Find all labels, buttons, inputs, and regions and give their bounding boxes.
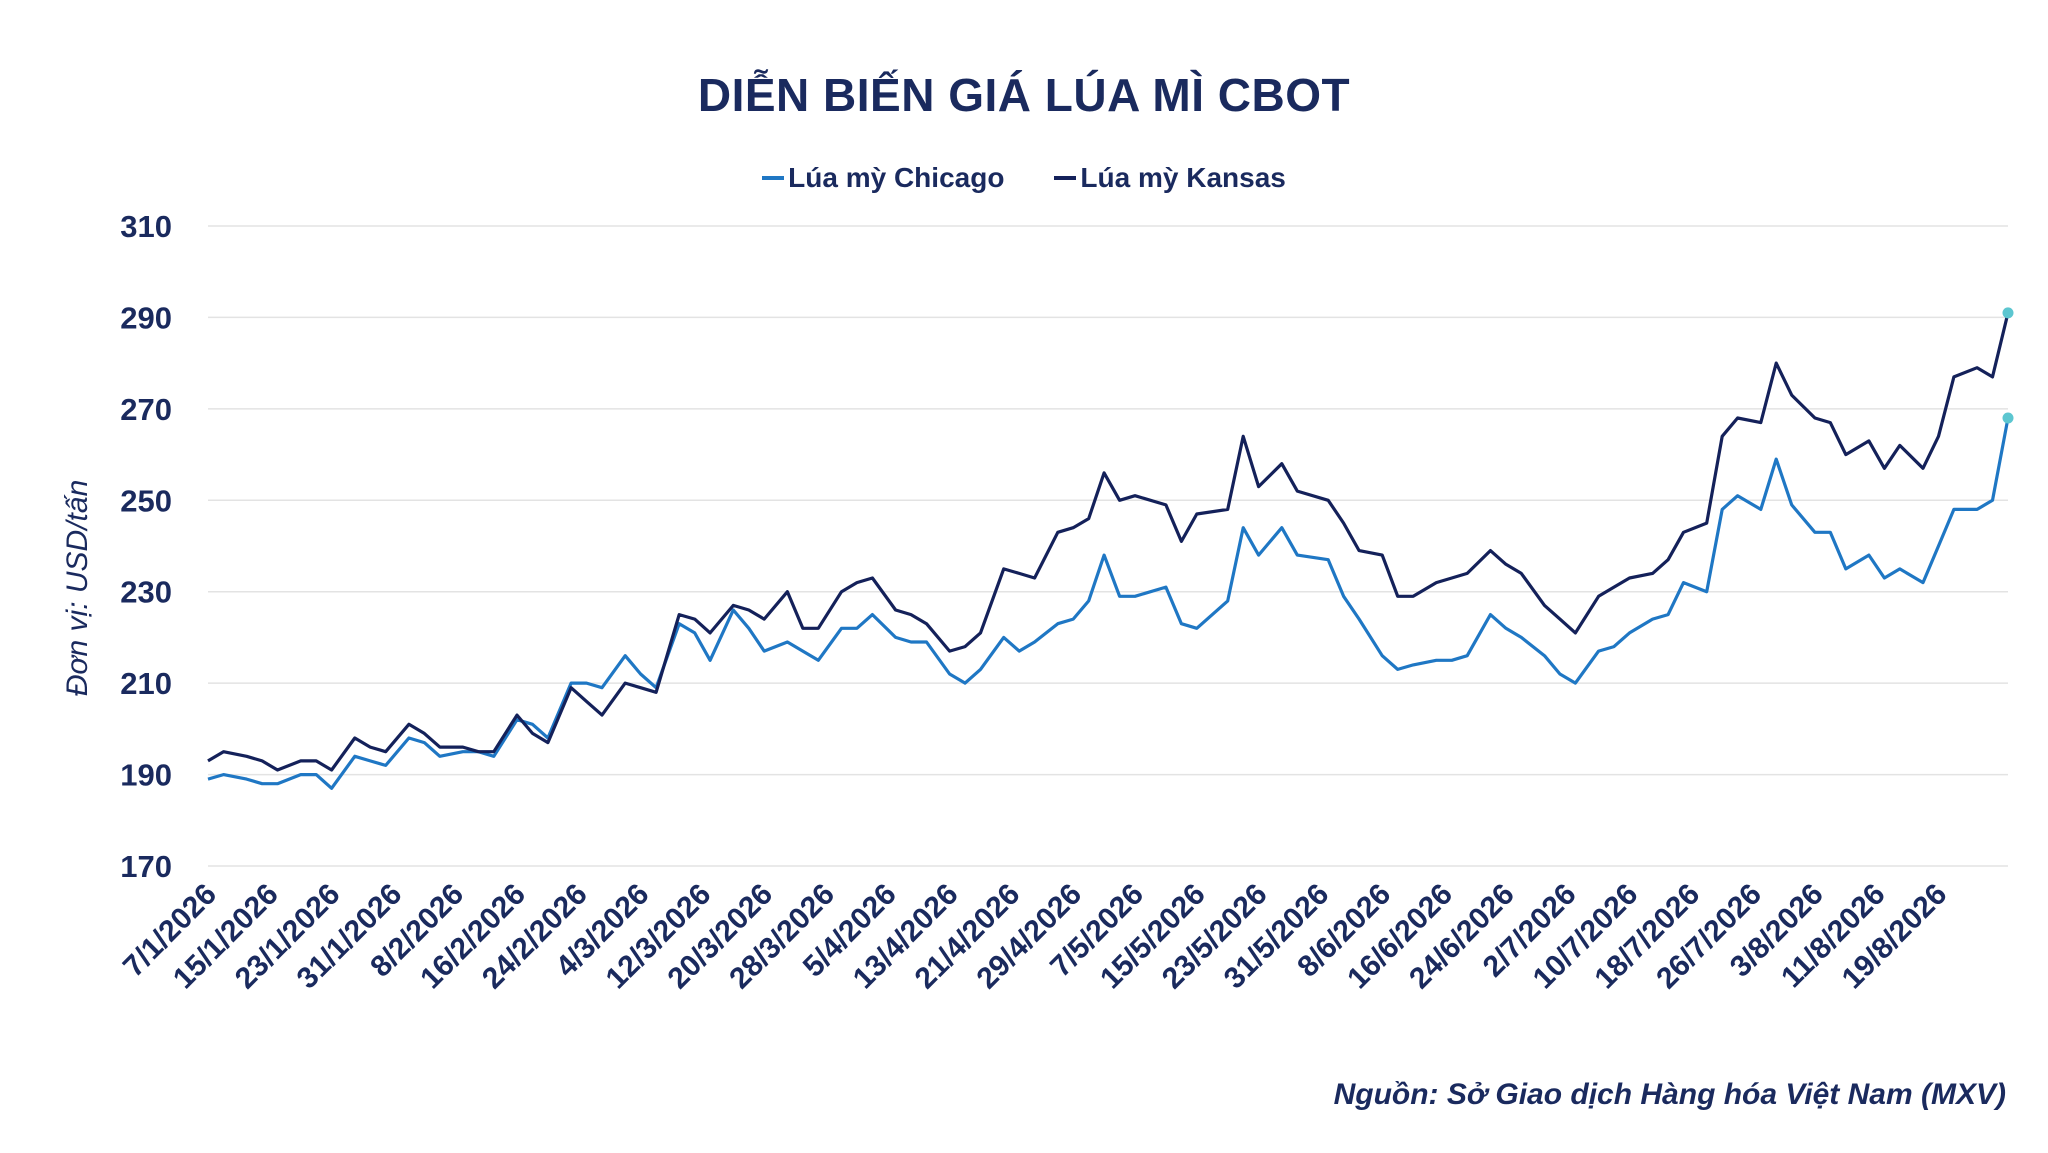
end-point-marker-chicago xyxy=(2002,412,2014,424)
y-tick-label: 190 xyxy=(120,758,172,793)
legend-label-chicago: Lúa mỳ Chicago xyxy=(788,162,1005,193)
y-tick-label: 290 xyxy=(120,300,172,335)
y-tick-label: 270 xyxy=(120,392,172,427)
legend-swatch-kansas xyxy=(1054,176,1077,180)
legend-swatch-chicago xyxy=(762,176,785,180)
y-tick-label: 210 xyxy=(120,666,172,701)
y-tick-label: 230 xyxy=(120,575,172,610)
legend-item-chicago: Lúa mỳ Chicago xyxy=(762,162,1004,194)
legend-label-kansas: Lúa mỳ Kansas xyxy=(1080,162,1286,193)
end-point-marker-kansas xyxy=(2002,307,2014,319)
source-note: Nguồn: Sở Giao dịch Hàng hóa Việt Nam (M… xyxy=(1333,1078,2006,1111)
y-tick-label: 310 xyxy=(120,209,172,244)
chart-title: DIỄN BIẾN GIÁ LÚA MÌ CBOT xyxy=(697,69,1351,121)
y-tick-label: 170 xyxy=(120,849,172,884)
series-line-kansas xyxy=(207,312,2010,772)
series-line-chicago xyxy=(207,417,2010,790)
y-tick-label: 250 xyxy=(120,483,172,518)
legend: Lúa mỳ Chicago Lúa mỳ Kansas xyxy=(0,162,2048,194)
legend-item-kansas: Lúa mỳ Kansas xyxy=(1054,162,1286,194)
